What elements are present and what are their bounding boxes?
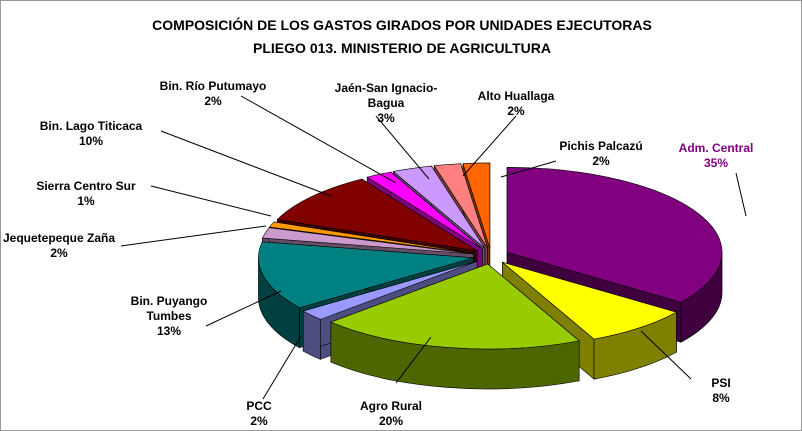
- leader-line: [150, 185, 272, 217]
- category-label: Sierra Centro Sur: [36, 179, 136, 193]
- category-label: Bin. Puyango Tumbes: [130, 294, 208, 323]
- slice: [276, 178, 478, 252]
- leader-line: [735, 172, 747, 217]
- slice-label: Bin. Puyango Tumbes 13%: [114, 294, 224, 339]
- slice-label: Pichis Palcazú 2%: [541, 139, 661, 169]
- category-label: Pichis Palcazú: [559, 139, 643, 153]
- value-label: 20%: [378, 414, 404, 428]
- leader-line: [375, 115, 430, 180]
- value-label: 35%: [703, 156, 729, 170]
- slice-label: Agro Rural 20%: [346, 399, 436, 429]
- value-label: 2%: [507, 104, 525, 118]
- slice: [269, 221, 475, 254]
- value-label: 2%: [50, 246, 68, 260]
- slice: [502, 261, 678, 340]
- category-label: Agro Rural: [359, 399, 422, 413]
- slice-label: PCC 2%: [239, 399, 279, 429]
- leader-line: [500, 160, 557, 178]
- category-label: PSI: [711, 376, 731, 390]
- slice: [261, 227, 474, 255]
- slice: [366, 171, 483, 250]
- category-label: Alto Huallaga: [477, 89, 555, 103]
- slice-label: Alto Huallaga 2%: [456, 89, 576, 119]
- slice: [433, 163, 488, 249]
- leader-line: [160, 130, 332, 197]
- chart-title: COMPOSICIÓN DE LOS GASTOS GIRADOS POR UN…: [152, 17, 652, 33]
- slice-label: Jequetepeque Zaña 2%: [1, 231, 129, 261]
- value-label: 13%: [156, 324, 182, 338]
- slice: [330, 263, 580, 350]
- leader-line: [240, 95, 397, 184]
- leader-line: [462, 115, 517, 177]
- slice: [302, 260, 478, 320]
- value-label: 10%: [78, 134, 104, 148]
- slice: [392, 165, 486, 249]
- value-label: 3%: [377, 111, 395, 125]
- slice-label: Jaén-San Ignacio-Bagua 3%: [334, 81, 439, 126]
- value-label: 8%: [712, 391, 730, 405]
- slice-label: PSI 8%: [701, 376, 741, 406]
- slice: [506, 167, 723, 303]
- chart-subtitle: PLIEGO 013. MINISTERIO DE AGRICULTURA: [253, 40, 551, 56]
- category-label: Bin. Lago Titicaca: [39, 119, 143, 133]
- category-label: Jequetepeque Zaña: [2, 231, 116, 245]
- value-label: 2%: [592, 154, 610, 168]
- leader-line: [395, 336, 432, 384]
- value-label: 2%: [250, 414, 268, 428]
- slice-label: Sierra Centro Sur 1%: [16, 179, 156, 209]
- slice-label: Bin. Lago Titicaca 10%: [21, 119, 161, 149]
- slice: [258, 241, 474, 309]
- leader-line: [205, 290, 282, 327]
- value-label: 1%: [77, 194, 95, 208]
- leader-line: [262, 335, 302, 400]
- leader-line: [120, 225, 267, 247]
- category-label: Adm. Central: [678, 141, 754, 155]
- leader-line: [640, 330, 692, 380]
- slice: [462, 162, 491, 249]
- category-label: Jaén-San Ignacio-Bagua: [334, 81, 438, 110]
- category-label: PCC: [246, 399, 272, 413]
- category-label: Bin. Río Putumayo: [159, 79, 267, 93]
- slice-label: Adm. Central 35%: [671, 141, 761, 171]
- slice-label: Bin. Río Putumayo 2%: [143, 79, 283, 109]
- value-label: 2%: [204, 94, 222, 108]
